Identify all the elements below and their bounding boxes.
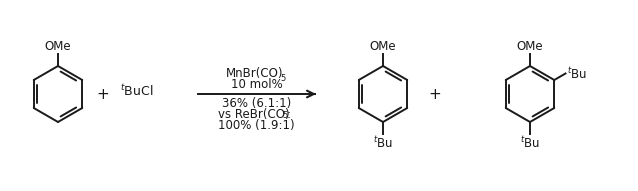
Text: :: : [286, 108, 290, 121]
Text: MnBr(CO): MnBr(CO) [226, 67, 283, 80]
Text: $^t$BuCl: $^t$BuCl [120, 83, 154, 99]
Text: $^t$Bu: $^t$Bu [520, 135, 540, 151]
Text: 5: 5 [281, 74, 286, 83]
Text: vs ReBr(CO): vs ReBr(CO) [218, 108, 289, 121]
Text: 100% (1.9:1): 100% (1.9:1) [218, 119, 295, 132]
Text: 10 mol%: 10 mol% [230, 78, 283, 91]
Text: 5: 5 [283, 111, 288, 120]
Text: 36% (6.1:1): 36% (6.1:1) [222, 97, 291, 110]
Text: +: + [429, 87, 441, 101]
Text: +: + [96, 87, 109, 101]
Text: OMe: OMe [45, 40, 71, 53]
Text: OMe: OMe [517, 40, 544, 53]
Text: $^t$Bu: $^t$Bu [567, 66, 586, 81]
Text: OMe: OMe [369, 40, 396, 53]
Text: $^t$Bu: $^t$Bu [373, 135, 393, 151]
